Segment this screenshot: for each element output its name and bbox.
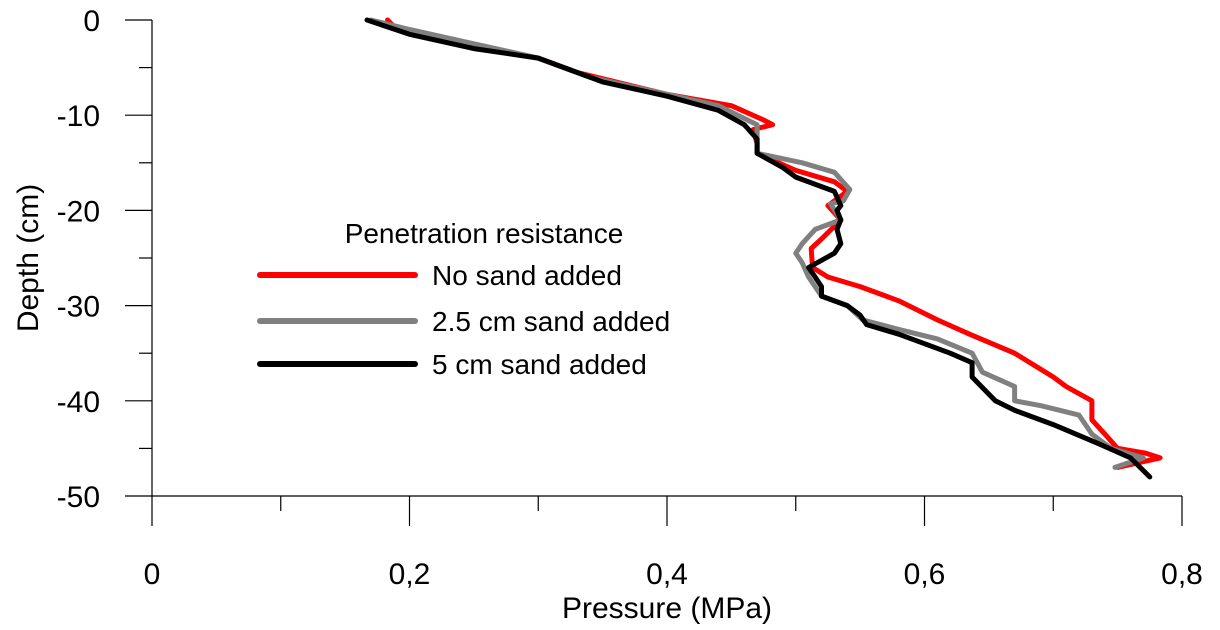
legend-label-2: 2.5 cm sand added (432, 306, 670, 337)
y-tick-label: 0 (83, 5, 100, 38)
series-line-2 (368, 17, 1146, 470)
y-tick-label: -10 (57, 100, 100, 133)
x-tick-label: 0 (144, 558, 161, 591)
y-tick-label: -30 (57, 291, 100, 324)
legend: Penetration resistance No sand added 2.5 … (257, 218, 670, 380)
axes: 0 0,2 0,4 0,6 0,8 0 -10 -20 -30 -40 -50 (57, 5, 1203, 591)
y-tick-label: -40 (57, 386, 100, 419)
series-line-3 (364, 17, 1153, 480)
y-axis-title: Depth (cm) (12, 184, 45, 332)
x-axis-title: Pressure (MPa) (562, 592, 772, 625)
x-tick-label: 0,2 (389, 558, 431, 591)
legend-label-3: 5 cm sand added (432, 349, 647, 380)
y-tick-label: -20 (57, 195, 100, 228)
legend-label-1: No sand added (432, 260, 622, 291)
x-tick-label: 0,6 (904, 558, 946, 591)
x-tick-label: 0,4 (646, 558, 688, 591)
y-tick-label: -50 (57, 481, 100, 514)
series-layer (364, 17, 1163, 480)
legend-title: Penetration resistance (345, 218, 624, 249)
x-tick-label: 0,8 (1161, 558, 1203, 591)
